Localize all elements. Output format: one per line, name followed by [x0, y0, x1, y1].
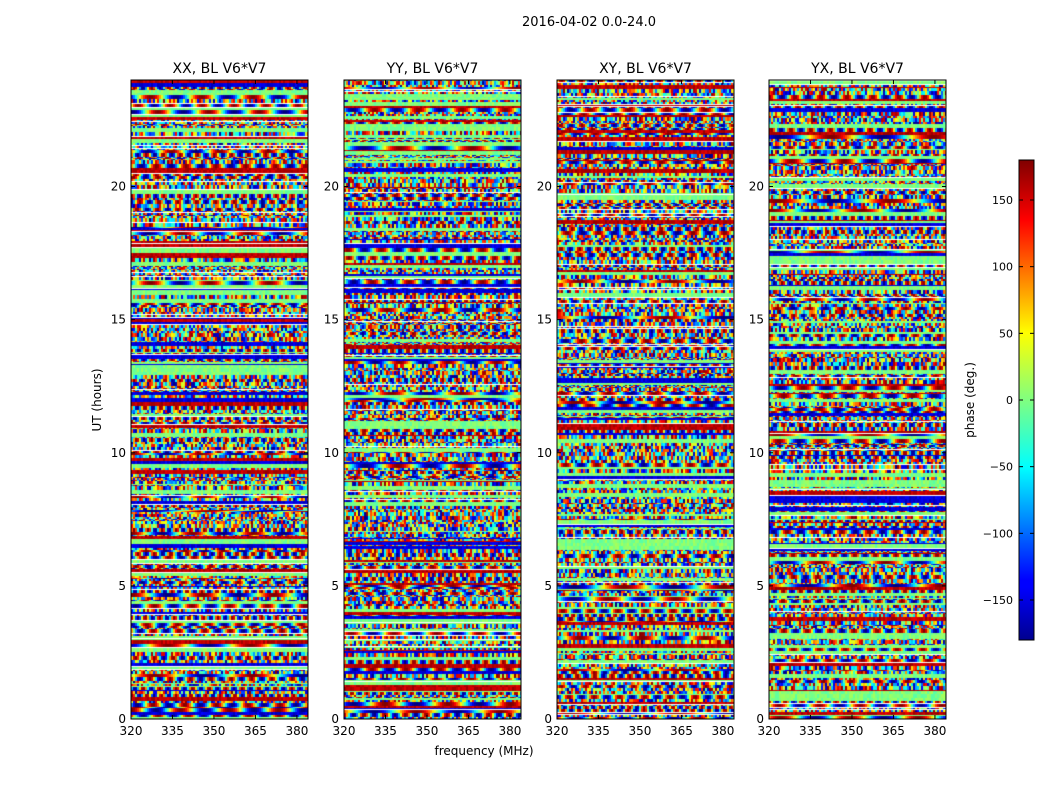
y-tick-label: 5: [331, 579, 339, 593]
x-tick-label: 350: [416, 724, 439, 738]
y-tick-label: 10: [324, 446, 339, 460]
x-axis-label: frequency (MHz): [434, 744, 533, 758]
colorbar: −150 −100 −50 0 50 100 150 phase (deg.): [963, 159, 1035, 641]
x-tick-label: 365: [670, 724, 693, 738]
x-tick-label: 380: [498, 724, 521, 738]
x-tick-label: 335: [587, 724, 610, 738]
panel-4: YX, BL V6*V7 320 335 350 365 380 0 5 10 15 20: [749, 61, 947, 738]
panel-frame: [130, 79, 309, 720]
colorbar-tick-label: −100: [983, 527, 1013, 540]
y-tick-label: 5: [756, 579, 764, 593]
y-tick-label: 20: [537, 180, 552, 194]
x-tick-label: 320: [758, 724, 781, 738]
y-tick-label: 15: [111, 313, 126, 327]
y-tick-label: 0: [756, 712, 764, 726]
x-tick-label: 320: [120, 724, 143, 738]
heatmap-image: [131, 80, 308, 719]
panel-frame: [343, 79, 522, 720]
y-tick-label: 20: [111, 180, 126, 194]
y-tick-label: 15: [749, 313, 764, 327]
y-tick-label: 5: [118, 579, 126, 593]
y-tick-label: 10: [749, 446, 764, 460]
y-tick-label: 20: [324, 180, 339, 194]
x-tick-label: 365: [457, 724, 480, 738]
heatmap-image: [769, 80, 946, 719]
x-tick-label: 350: [203, 724, 226, 738]
heatmap-image: [344, 80, 521, 719]
x-tick-label: 350: [629, 724, 652, 738]
panel-title: YY, BL V6*V7: [386, 61, 479, 77]
x-tick-label: 350: [841, 724, 864, 738]
y-tick-label: 10: [537, 446, 552, 460]
panel-title: YX, BL V6*V7: [810, 61, 904, 77]
y-tick-label: 10: [111, 446, 126, 460]
y-tick-label: 0: [331, 712, 339, 726]
x-tick-label: 335: [799, 724, 822, 738]
y-tick-label: 20: [749, 180, 764, 194]
colorbar-tick-label: 100: [992, 261, 1013, 274]
x-tick-label: 380: [285, 724, 308, 738]
y-tick-label: 5: [544, 579, 552, 593]
panel-title: XY, BL V6*V7: [599, 61, 692, 77]
colorbar-label: phase (deg.): [963, 362, 977, 438]
colorbar-tick-label: 50: [999, 327, 1013, 340]
x-tick-label: 335: [374, 724, 397, 738]
x-tick-label: 335: [161, 724, 184, 738]
colorbar-tick-label: 0: [1006, 394, 1013, 407]
x-tick-label: 320: [546, 724, 569, 738]
x-tick-label: 380: [711, 724, 734, 738]
panel-title: XX, BL V6*V7: [173, 61, 267, 77]
y-tick-label: 0: [544, 712, 552, 726]
colorbar-ticks: −150 −100 −50 0 50 100 150: [983, 194, 1034, 607]
x-tick-label: 365: [244, 724, 267, 738]
figure-suptitle: 2016-04-02 0.0-24.0: [522, 15, 656, 30]
panel-1: XX, BL V6*V7 320 335 350 365 380 0 5 10 15 20: [111, 61, 309, 738]
panel-frame: [768, 79, 947, 720]
panel-2: YY, BL V6*V7 320 335 350 365 380 0 5 10 15 20: [324, 61, 522, 738]
colorbar-tick-label: 150: [992, 194, 1013, 207]
y-tick-label: 15: [537, 313, 552, 327]
heatmap-image: [557, 80, 734, 719]
x-tick-label: 365: [882, 724, 905, 738]
panel-3: XY, BL V6*V7 320 335 350 365 380 0 5 10 15 20: [537, 61, 735, 738]
x-tick-label: 380: [923, 724, 946, 738]
y-tick-label: 15: [324, 313, 339, 327]
y-tick-label: 0: [118, 712, 126, 726]
panel-frame: [556, 79, 735, 720]
colorbar-tick-label: −150: [983, 594, 1013, 607]
colorbar-tick-label: −50: [990, 461, 1013, 474]
y-axis-label: UT (hours): [90, 368, 104, 431]
x-tick-label: 320: [333, 724, 356, 738]
